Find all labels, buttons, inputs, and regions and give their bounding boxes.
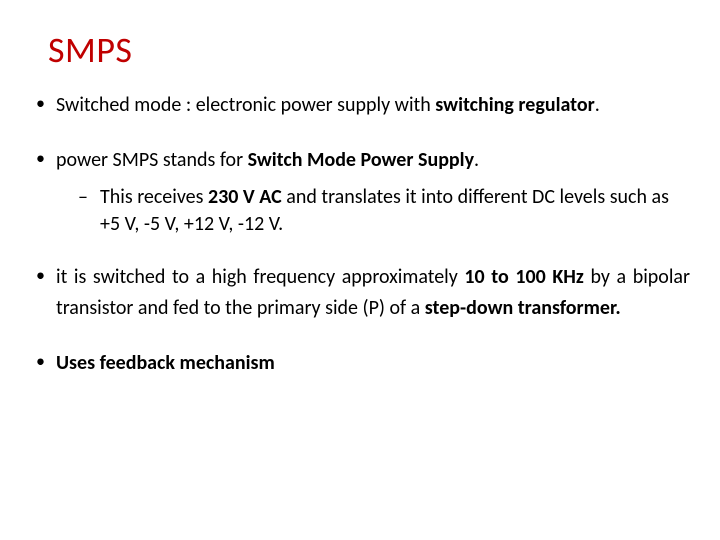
bold-text: switching regulator: [435, 93, 594, 117]
bullet-item: Switched mode : electronic power supply …: [30, 90, 690, 121]
body-text: .: [595, 93, 600, 117]
body-text: Switched mode : electronic power supply …: [56, 93, 435, 117]
sub-bullet-list: This receives 230 V AC and translates it…: [56, 184, 690, 238]
bullet-item: it is switched to a high frequency appro…: [30, 262, 690, 324]
sub-bullet-item: This receives 230 V AC and translates it…: [56, 184, 690, 238]
bold-text: 230 V AC: [208, 185, 286, 209]
bold-text: Uses feedback mechanism: [56, 351, 275, 375]
bullet-item: Uses feedback mechanism: [30, 348, 690, 379]
bold-text: Switch Mode Power Supply: [248, 148, 474, 172]
body-text: This receives: [100, 185, 208, 209]
body-text: it is switched to a high frequency appro…: [56, 265, 464, 289]
slide-title: SMPS: [48, 28, 690, 72]
bold-text: step-down transformer.: [425, 296, 621, 320]
bullet-item: power SMPS stands for Switch Mode Power …: [30, 145, 690, 238]
body-text: .: [474, 148, 479, 172]
body-text: power SMPS stands for: [56, 148, 248, 172]
bold-text: 10 to 100 KHz: [464, 265, 590, 289]
bullet-list: Switched mode : electronic power supply …: [30, 90, 690, 379]
